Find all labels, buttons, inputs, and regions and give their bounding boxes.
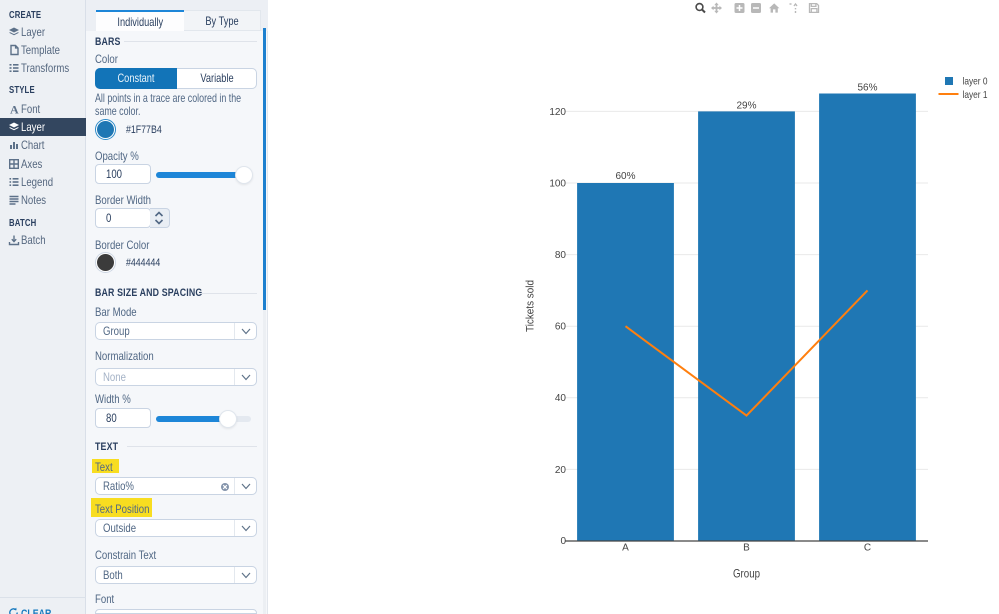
svg-text:layer 0: layer 0 <box>963 76 988 88</box>
svg-text:56%: 56% <box>857 82 877 93</box>
svg-text:A: A <box>10 103 19 115</box>
svg-text:80: 80 <box>555 250 567 261</box>
svg-text:20: 20 <box>555 465 567 476</box>
svg-text:0: 0 <box>560 536 566 547</box>
svg-text:29%: 29% <box>736 100 756 111</box>
svg-text:60: 60 <box>555 322 567 333</box>
svg-text:120: 120 <box>549 107 566 118</box>
svg-text:100: 100 <box>549 178 566 189</box>
svg-text:Group: Group <box>733 567 760 581</box>
svg-text:60%: 60% <box>615 171 635 182</box>
svg-text:B: B <box>743 543 750 554</box>
svg-text:C: C <box>864 543 871 554</box>
svg-text:Tickets sold: Tickets sold <box>525 280 537 332</box>
svg-text:layer 1: layer 1 <box>963 89 988 101</box>
svg-text:40: 40 <box>555 393 567 404</box>
svg-text:A: A <box>622 543 629 554</box>
